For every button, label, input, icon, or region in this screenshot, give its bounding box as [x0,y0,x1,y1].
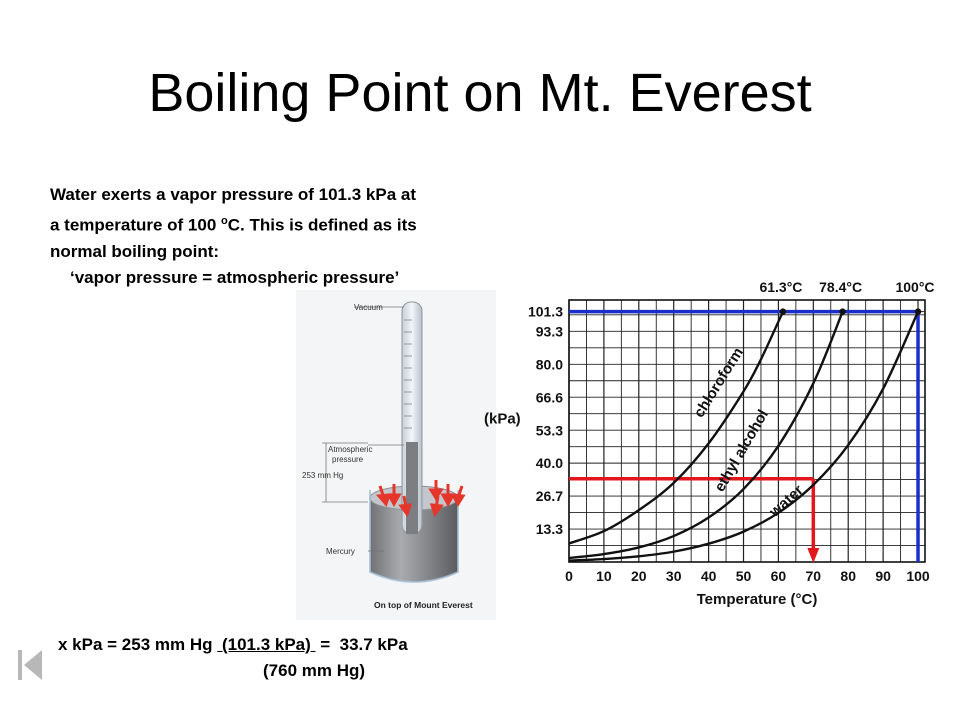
top-temperature-label: 100°C [895,279,934,295]
atmospheric-label-2: pressure [332,455,364,464]
red-arrowhead [807,548,820,563]
curve-chloroform [569,311,785,545]
intro-text: Water exerts a vapor pressure of 101.3 k… [50,182,530,291]
formula-result: = 33.7 kPa [315,635,408,654]
x-tick-label: 50 [736,568,752,584]
x-tick-label: 80 [840,568,856,584]
formula-numerator: (101.3 kPa) [217,635,316,654]
intro-quote: ‘vapor pressure = atmospheric pressure’ [70,267,400,287]
boiling-point-dot [914,308,922,315]
x-axis-label: Temperature (°C) [697,591,818,608]
x-tick-label: 30 [666,568,682,584]
curve-water [569,311,920,562]
height-label: 253 mm Hg [302,471,343,480]
x-tick-label: 40 [701,568,717,584]
y-tick-label: 53.3 [536,422,563,438]
illustration-caption: On top of Mount Everest [374,600,473,610]
y-tick-label: 26.7 [536,488,563,504]
boiling-point-dot [779,308,787,315]
mercury-column [406,442,418,534]
barometer-illustration: Vacuum Atmospheric pressure 253 mm Hg Me… [296,290,496,620]
y-tick-label: 40.0 [536,455,563,471]
x-tick-label: 20 [631,568,647,584]
skip-back-icon[interactable] [18,650,44,680]
vapor-pressure-chart: 0 10 20 30 40 50 60 70 80 90 100 13.3 26.7 40.0 53.3 66… [484,279,935,608]
y-tick-label: 66.6 [536,389,563,405]
curve-ethyl-alcohol [569,311,844,560]
intro-line-1: Water exerts a vapor pressure of 101.3 k… [50,185,416,204]
curve-label-water: water [765,482,806,522]
curve-label-ethyl-alcohol: ethyl alcohol [711,407,772,495]
formula-denominator: (760 mm Hg) [263,661,366,680]
x-tick-label: 100 [906,568,930,584]
atmospheric-label-1: Atmospheric [328,445,372,454]
vacuum-label: Vacuum [354,303,383,312]
intro-line-2b: C. This is defined as its [227,215,417,235]
x-tick-label: 90 [875,568,891,584]
intro-line-3: normal boiling point: [50,241,220,261]
pressure-arrows [375,480,466,518]
boiling-point-dot [839,308,846,315]
x-tick-label: 0 [565,568,573,584]
y-tick-label: 101.3 [528,304,563,320]
y-tick-label: 13.3 [536,521,563,537]
curve-label-chloroform: chloroform [691,345,747,421]
x-tick-label: 10 [596,568,612,584]
mercury-dish [370,498,458,582]
x-tick-label: 60 [771,568,787,584]
y-tick-label: 80.0 [536,356,563,372]
y-axis-label: (kPa) [484,410,521,427]
y-tick-label: 93.3 [536,323,563,339]
mercury-label: Mercury [326,547,355,556]
top-temperature-label: 61.3°C [759,279,802,295]
intro-line-2a: a temperature of 100 [50,215,222,235]
x-tick-label: 70 [806,568,822,584]
top-temperature-label: 78.4°C [819,279,862,295]
plot-frame [568,299,926,563]
formula-part-a: x kPa = 253 mm Hg [58,635,218,654]
degree-superscript: o [221,215,228,227]
formula: x kPa = 253 mm Hg (101.3 kPa) = 33.7 kPa… [58,632,408,684]
slide-title: Boiling Point on Mt. Everest [148,63,812,123]
dish-glass [369,490,459,583]
tube-scale [404,319,412,429]
